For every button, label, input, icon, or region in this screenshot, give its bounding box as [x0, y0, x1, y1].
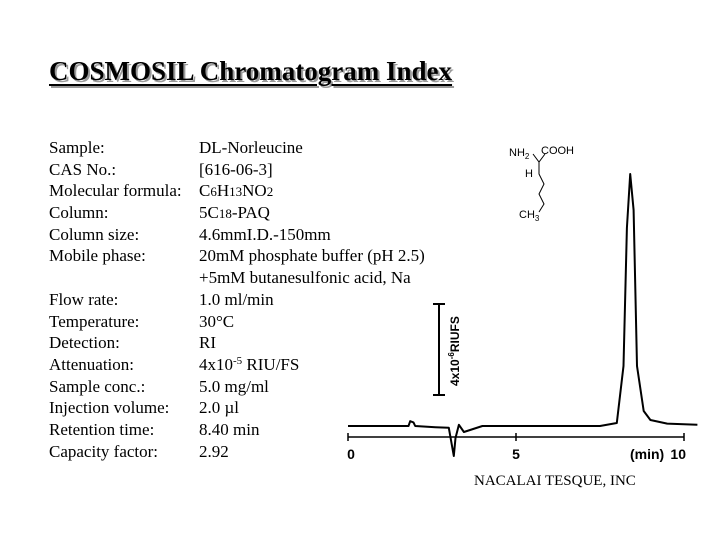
column-value: 5C18-PAQ — [199, 202, 270, 225]
scale-bar-label: 4x10-6RIUFS — [447, 316, 462, 386]
column-label: Column: — [49, 203, 109, 223]
retention-time-value: 8.40 min — [199, 419, 260, 439]
formula-c: C — [199, 181, 211, 201]
structure-h: H — [525, 168, 533, 180]
retention-time-label: Retention time: — [49, 419, 155, 439]
cas-value: [616-06-3] — [199, 159, 273, 179]
capacity-factor-label: Capacity factor: — [49, 441, 159, 461]
capacity-factor-value: 2.92 — [199, 441, 229, 461]
x-tick-label-5: 5 — [512, 446, 520, 462]
formula-rest-count: 2 — [266, 184, 274, 200]
attenuation-label: Attenuation: — [49, 354, 134, 374]
column-b: 18 — [218, 206, 232, 222]
formula-rest: NO — [242, 181, 267, 201]
attenuation-exp: -5 — [233, 354, 243, 367]
sample-conc-label: Sample conc.: — [49, 376, 146, 396]
column-size-value: 4.6mmI.D.-150mm — [199, 224, 331, 244]
sample-conc-value: 5.0 mg/ml — [199, 376, 269, 396]
scale-bar: 4x10-6RIUFS — [433, 303, 462, 396]
sample-label: Sample: — [49, 138, 105, 157]
mobile-phase-line1: 20mM phosphate buffer (pH 2.5) — [199, 246, 425, 266]
attenuation-post: RIU/FS — [242, 354, 300, 374]
column-size-label: Column size: — [49, 224, 140, 244]
x-axis-label: (min) — [630, 446, 664, 462]
page-title: COSMOSIL Chromatogram Index — [49, 56, 453, 86]
detection-label: Detection: — [49, 333, 120, 353]
x-tick-label-10: 10 — [670, 446, 686, 462]
structure-cooh: COOH — [541, 145, 574, 157]
injection-volume-value: 2.0 µl — [199, 398, 240, 418]
attenuation-pre: 4x10 — [199, 354, 233, 374]
flow-rate-value: 1.0 ml/min — [199, 289, 274, 309]
mobile-phase-line2: +5mM butanesulfonic acid, Na — [199, 268, 411, 288]
detection-value: RI — [199, 333, 216, 353]
chromatogram-trace — [348, 173, 698, 457]
cas-label: CAS No.: — [49, 159, 117, 179]
column-a: 5C — [199, 203, 219, 223]
structure-ch3: CH3 — [519, 209, 540, 223]
flow-rate-label: Flow rate: — [49, 289, 119, 309]
x-tick-label-0: 0 — [347, 446, 355, 462]
temperature-label: Temperature: — [49, 311, 140, 331]
structure-nh2: NH2 — [509, 147, 530, 161]
footer-company: NACALAI TESQUE, INC — [474, 473, 636, 489]
formula-c-count: 6 — [210, 184, 217, 200]
attenuation-value: 4x10-5 RIU/FS — [199, 354, 299, 376]
x-axis: 0 5 10 (min) — [347, 433, 686, 462]
formula-h: H — [216, 181, 230, 201]
structure-chain — [538, 162, 545, 213]
formula-h-count: 13 — [229, 184, 243, 200]
formula-value: C6H13NO2 — [199, 180, 273, 203]
column-c: -PAQ — [231, 203, 270, 223]
molecule-structure: NH2 COOH H CH3 — [509, 145, 574, 223]
sample-value: DL-Norleucine — [199, 138, 303, 157]
injection-volume-label: Injection volume: — [49, 398, 170, 418]
formula-label: Molecular formula: — [49, 181, 182, 201]
mobile-phase-label: Mobile phase: — [49, 246, 146, 266]
temperature-value: 30°C — [199, 311, 235, 331]
